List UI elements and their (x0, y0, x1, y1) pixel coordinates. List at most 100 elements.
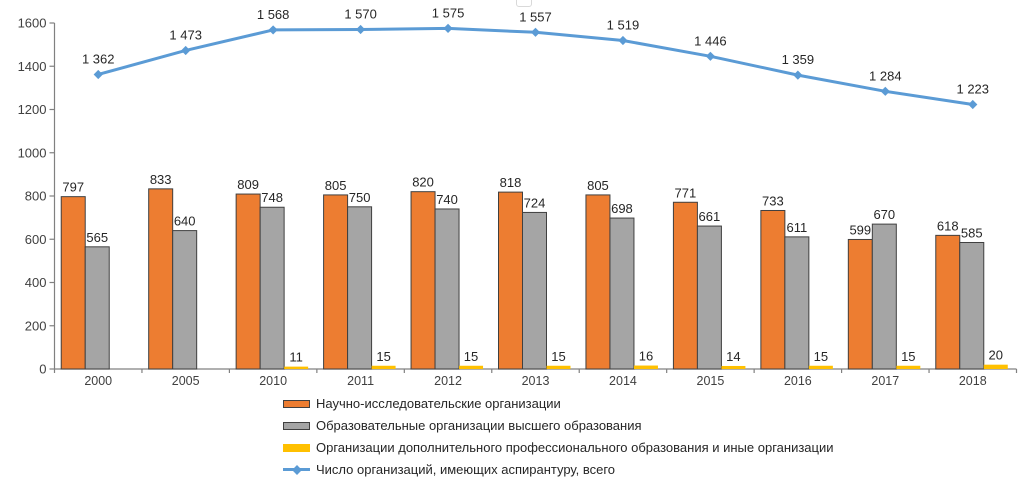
x-tick-label: 2014 (609, 374, 637, 388)
legend-diamond-marker (291, 464, 302, 475)
bar-value-label: 750 (349, 190, 371, 205)
line-marker (355, 24, 366, 35)
bar (522, 211, 547, 370)
bar (347, 206, 373, 370)
x-tick-label: 2015 (697, 374, 725, 388)
gray-bar-swatch-icon (283, 421, 310, 430)
bar (896, 365, 921, 369)
chart-legend: Научно-исследовательские организации Обр… (283, 396, 834, 477)
yellow-bar-swatch-icon (283, 443, 310, 452)
bar (760, 209, 786, 370)
y-tick-label: 1200 (18, 102, 47, 117)
bar (284, 366, 309, 369)
line-marker (968, 99, 978, 110)
bar (148, 188, 174, 370)
y-tick-label: 400 (25, 275, 47, 290)
line-marker (530, 27, 541, 37)
bar (235, 193, 261, 370)
bar (935, 234, 961, 370)
legend-item-additional-education-orgs: Организации дополнительного профессионал… (283, 440, 834, 455)
line-marker (443, 23, 453, 34)
ui-artifact (516, 0, 532, 7)
bar-value-label: 833 (150, 172, 172, 187)
bar (60, 196, 86, 370)
bar (784, 236, 810, 370)
bar (609, 217, 635, 370)
bar (434, 208, 460, 370)
legend-label: Организации дополнительного профессионал… (316, 440, 834, 455)
x-tick-label: 2011 (347, 374, 374, 388)
line-marker (181, 45, 191, 56)
line-value-label: 1 284 (869, 68, 902, 83)
bar-value-label: 599 (849, 222, 871, 237)
bar-value-label: 20 (989, 348, 1003, 363)
line-value-label: 1 568 (257, 7, 290, 22)
bar (410, 191, 436, 370)
bar (847, 238, 873, 370)
line-value-label: 1 362 (82, 51, 115, 66)
line-marker (268, 25, 278, 35)
y-tick-label: 1400 (18, 59, 47, 74)
x-tick-label: 2012 (434, 374, 462, 388)
line-value-label: 1 557 (519, 9, 552, 24)
bar-value-label: 818 (500, 175, 522, 190)
x-tick-label: 2018 (959, 374, 987, 388)
bar (498, 191, 523, 370)
y-tick-label: 600 (25, 232, 47, 247)
bar (259, 206, 285, 370)
legend-item-total-line: Число организаций, имеющих аспирантуру, … (283, 462, 834, 477)
bar-value-label: 771 (675, 185, 697, 200)
bar (323, 194, 349, 370)
y-tick-label: 800 (25, 189, 47, 204)
line-value-label: 1 223 (956, 82, 989, 97)
bar (959, 241, 985, 370)
bar (633, 365, 658, 369)
bar-value-label: 11 (289, 350, 303, 365)
bar-value-label: 15 (901, 349, 915, 364)
line-value-label: 1 519 (607, 18, 640, 33)
line-value-label: 1 570 (344, 6, 377, 21)
legend-label: Научно-исследовательские организации (316, 396, 561, 411)
x-tick-label: 2016 (784, 374, 812, 388)
bar-value-label: 15 (464, 349, 478, 364)
legend-item-research-orgs: Научно-исследовательские организации (283, 396, 834, 411)
line-value-label: 1 473 (169, 27, 202, 42)
line-value-label: 1 359 (782, 52, 815, 67)
bar-value-label: 15 (551, 349, 565, 364)
bar (808, 365, 833, 369)
bar-value-label: 820 (412, 175, 434, 190)
line-value-label: 1 575 (432, 5, 465, 20)
y-tick-label: 0 (39, 362, 46, 377)
bar (721, 365, 746, 369)
line-marker (793, 70, 803, 80)
bar-value-label: 565 (86, 230, 108, 245)
x-tick-label: 2000 (84, 374, 112, 388)
x-tick-label: 2010 (259, 374, 287, 388)
y-tick-label: 200 (25, 318, 47, 333)
y-tick-label: 1000 (18, 145, 47, 160)
legend-item-higher-education-orgs: Образовательные организации высшего обра… (283, 418, 834, 433)
bar (371, 365, 396, 369)
bar (696, 225, 722, 370)
bar (84, 246, 110, 370)
bar-value-label: 670 (873, 207, 895, 222)
bar (172, 230, 198, 370)
bar-value-label: 585 (961, 225, 983, 240)
bar-value-label: 15 (814, 349, 828, 364)
line-marker (93, 69, 103, 80)
legend-label: Число организаций, имеющих аспирантуру, … (316, 462, 616, 477)
bar-value-label: 611 (786, 220, 807, 235)
bar-value-label: 724 (524, 195, 546, 210)
bar (585, 194, 611, 370)
line-marker (705, 51, 716, 61)
bar (871, 223, 897, 370)
bar-value-label: 698 (611, 201, 633, 216)
y-tick-label: 1600 (18, 16, 47, 31)
bar (546, 365, 571, 369)
bar-value-label: 740 (436, 192, 458, 207)
line-marker (618, 35, 628, 46)
bar-value-label: 618 (937, 218, 959, 233)
line-marker (880, 86, 890, 96)
